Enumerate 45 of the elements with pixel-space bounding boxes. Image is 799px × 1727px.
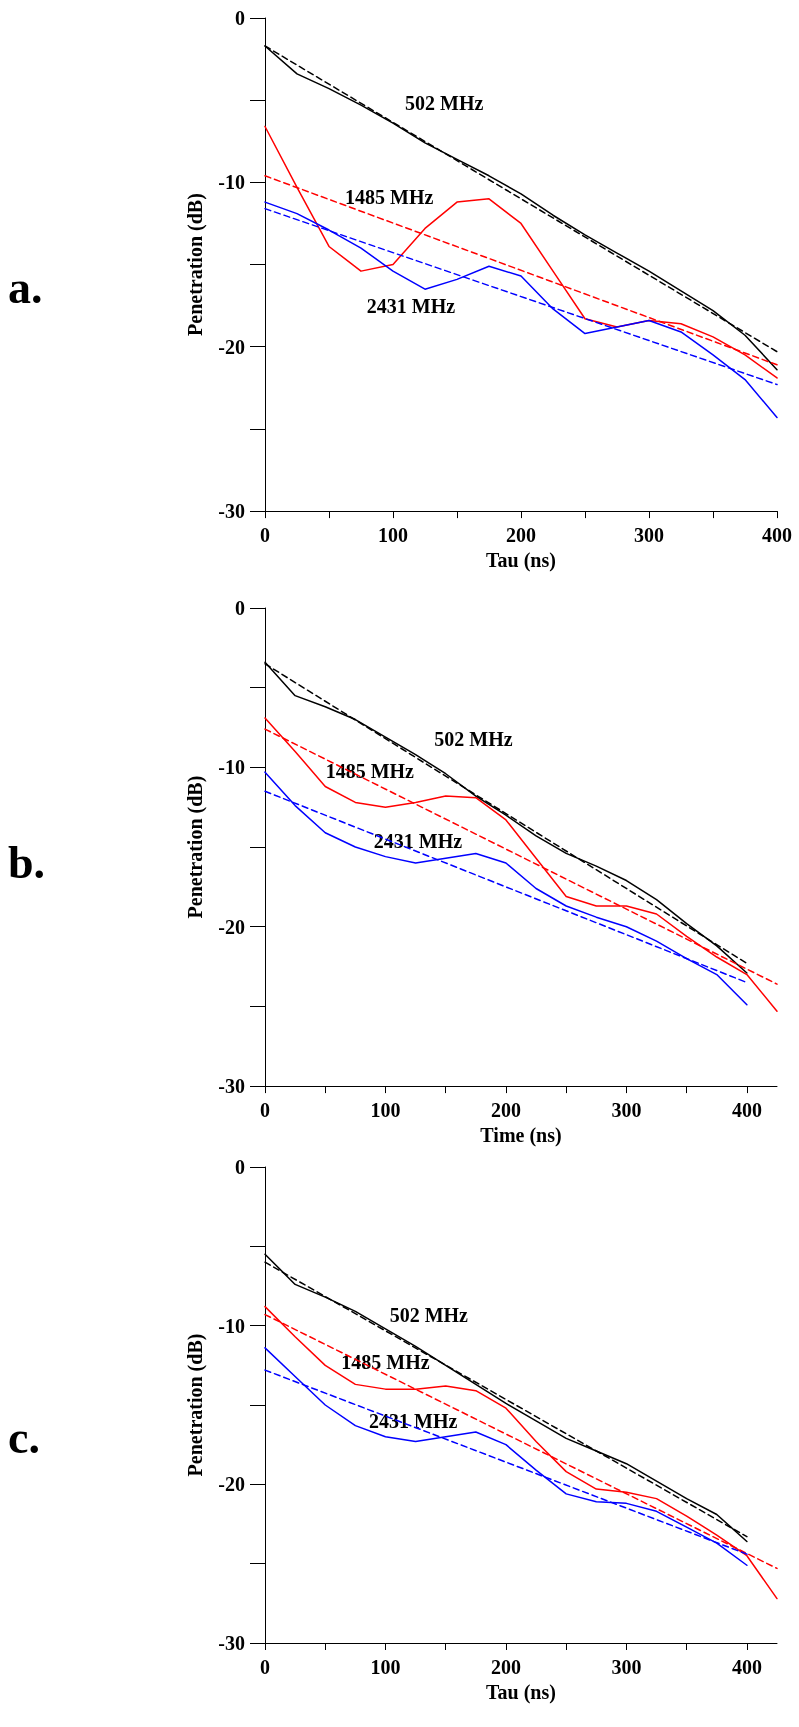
- text: c.: [8, 1412, 40, 1463]
- x-tick-label: 0: [260, 1656, 270, 1678]
- y-axis-title: Penetration (dB): [184, 1333, 207, 1477]
- text: a.: [8, 262, 43, 313]
- y-tick-label: -20: [218, 1473, 245, 1496]
- x-tick-label: 300: [611, 1099, 642, 1122]
- y-tick-label: 0: [235, 1156, 245, 1178]
- x-axis-title: Tau (ns): [486, 1680, 556, 1704]
- x-tick-label: 200: [490, 1099, 521, 1122]
- series-label: 502 MHz: [405, 92, 484, 115]
- y-tick-label: -10: [218, 171, 245, 194]
- line-series: [264, 125, 778, 379]
- y-axis-title: Penetration (dB): [184, 775, 207, 919]
- x-tick-label: 0: [260, 524, 270, 547]
- x-tick-label: 400: [762, 524, 792, 547]
- series-label: 1485 MHz: [345, 186, 434, 209]
- y-tick-label: -20: [218, 335, 245, 358]
- y-tick-label: 0: [235, 7, 245, 29]
- y-tick-label: -30: [218, 1075, 245, 1098]
- x-tick-label: 100: [370, 1656, 401, 1678]
- x-tick-label: 300: [611, 1656, 642, 1678]
- y-tick-label: -20: [218, 915, 245, 938]
- text: b.: [8, 837, 46, 888]
- series-label: 1485 MHz: [325, 759, 415, 782]
- series-label: 2431 MHz: [366, 294, 456, 317]
- line-series: [264, 1347, 748, 1566]
- x-tick-label: 400: [731, 1099, 762, 1122]
- x-tick-label: 0: [260, 1099, 270, 1122]
- x-axis-title: Time (ns): [480, 1124, 562, 1147]
- series-label: 2431 MHz: [369, 1409, 458, 1432]
- x-axis-title: Tau (ns): [486, 549, 556, 572]
- y-tick-label: 0: [235, 597, 245, 619]
- y-tick-label: -10: [218, 1314, 245, 1337]
- x-tick-label: 100: [370, 1099, 401, 1122]
- x-tick-label: 200: [490, 1656, 521, 1678]
- series-label: 502 MHz: [434, 727, 513, 750]
- y-axis-title: Penetration (dB): [184, 193, 207, 336]
- y-tick-label: -10: [218, 756, 245, 779]
- x-tick-label: 400: [731, 1656, 762, 1678]
- x-tick-label: 100: [378, 524, 408, 547]
- series-label: 502 MHz: [389, 1303, 469, 1326]
- y-tick-label: -30: [218, 1632, 245, 1654]
- x-tick-label: 200: [506, 524, 536, 547]
- x-tick-label: 300: [634, 524, 664, 547]
- y-tick-label: -30: [218, 500, 245, 523]
